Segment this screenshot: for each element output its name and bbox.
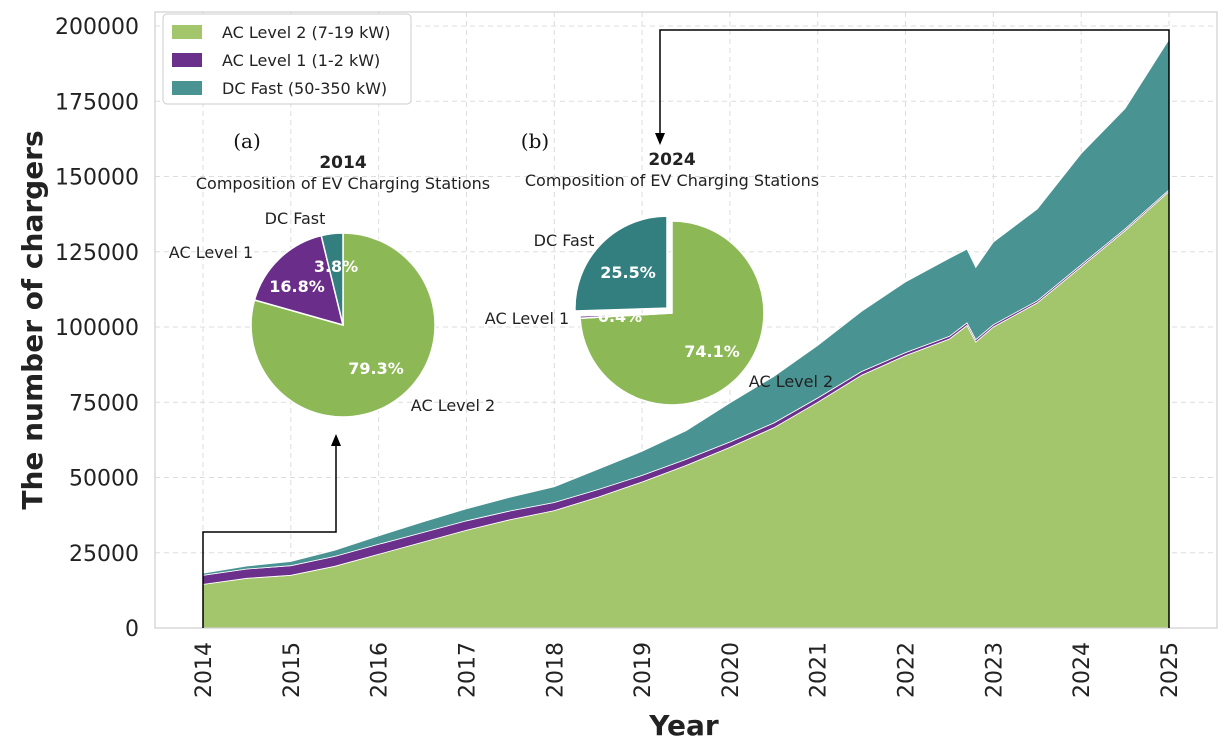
pie-2024-slice-ac-level-2 — [579, 220, 765, 406]
legend-swatch-ac-level-1 — [172, 53, 202, 67]
y-tick-label: 150000 — [55, 166, 139, 191]
pie-2014-pct-dc-fast: 3.8% — [314, 257, 358, 276]
annotation-arrows — [202, 29, 1170, 628]
x-tick-label: 2016 — [368, 642, 393, 698]
pie-2014-label-dc-fast: DC Fast — [265, 209, 326, 228]
arrow-line-2014 — [202, 444, 337, 628]
x-tick-label: 2015 — [280, 642, 305, 698]
pie-2014-pct-ac-level-1: 16.8% — [269, 277, 325, 296]
legend-label-ac-level-1: AC Level 1 (1-2 kW) — [222, 51, 380, 70]
pie-2014-slice-dc-fast — [320, 232, 344, 326]
pie-2014-subtitle: Composition of EV Charging Stations — [196, 174, 490, 193]
pie-2014-title: 2014 — [319, 153, 366, 173]
legend-swatch-ac-level-2 — [172, 25, 202, 39]
pie-2024-label-ac-level-1: AC Level 1 — [485, 309, 569, 328]
x-tick-label: 2014 — [192, 642, 217, 698]
legend-box — [162, 13, 412, 105]
y-tick-label: 175000 — [55, 90, 139, 115]
x-tick-label: 2024 — [1070, 642, 1095, 698]
legend-label-dc-fast: DC Fast (50-350 kW) — [222, 79, 387, 98]
x-tick-label: 2017 — [455, 642, 480, 698]
legend-swatch-dc-fast — [172, 81, 202, 95]
arrow-head-2014 — [331, 434, 341, 446]
x-tick-label: 2021 — [807, 642, 832, 698]
pie-2024-pct-ac-level-2: 74.1% — [684, 342, 740, 361]
y-axis-title: The number of chargers — [16, 130, 49, 509]
x-tick-label: 2022 — [895, 642, 920, 698]
pie-2024-slice-dc-fast — [574, 215, 668, 312]
pie-2014-label-ac-level-1: AC Level 1 — [169, 243, 253, 262]
pie-2024-pct-dc-fast: 25.5% — [600, 263, 656, 282]
y-tick-label: 125000 — [55, 241, 139, 266]
legend-label-ac-level-2: AC Level 2 (7-19 kW) — [222, 23, 390, 42]
legend: AC Level 2 (7-19 kW) AC Level 1 (1-2 kW)… — [162, 13, 412, 105]
pie-2024: (b) 2024 Composition of EV Charging Stat… — [485, 129, 833, 406]
axes-frame — [154, 11, 1218, 629]
y-tick-label: 0 — [125, 617, 139, 642]
pie-2024-panel-label: (b) — [521, 129, 549, 153]
x-tick-label: 2019 — [631, 642, 656, 698]
pie-2014: (a) 2014 Composition of EV Charging Stat… — [169, 129, 495, 418]
x-tick-label: 2018 — [543, 642, 568, 698]
x-tick-labels: 2014 2015 2016 2017 2018 2019 2020 2021 2022 2023… — [192, 642, 1183, 698]
x-tick-label: 2025 — [1158, 642, 1183, 698]
arrow-line-2024 — [659, 29, 1170, 628]
plot-frame — [154, 11, 1218, 629]
arrow-head-2024 — [655, 133, 665, 145]
pie-2024-label-ac-level-2: AC Level 2 — [749, 372, 833, 391]
y-tick-label: 50000 — [69, 467, 139, 492]
pie-2024-title: 2024 — [648, 150, 695, 170]
pie-2024-label-dc-fast: DC Fast — [534, 231, 595, 250]
y-tick-label: 25000 — [69, 542, 139, 567]
y-tick-labels: 0 25000 50000 75000 100000 125000 150000 175000… — [55, 15, 139, 642]
x-tick-label: 2023 — [982, 642, 1007, 698]
y-tick-label: 100000 — [55, 316, 139, 341]
pie-2014-slice-ac-level-1 — [253, 234, 345, 327]
pie-2014-label-ac-level-2: AC Level 2 — [411, 396, 495, 415]
y-tick-label: 200000 — [55, 15, 139, 40]
x-tick-label: 2020 — [719, 642, 744, 698]
x-axis-title: Year — [648, 709, 719, 742]
pie-2014-pct-ac-level-2: 79.3% — [348, 359, 404, 378]
pie-2014-panel-label: (a) — [233, 129, 261, 153]
pie-2024-slice-ac-level-1 — [579, 312, 673, 319]
pie-2024-pct-ac-level-1: 0.4% — [598, 307, 642, 326]
y-tick-label: 75000 — [69, 391, 139, 416]
pie-2024-subtitle: Composition of EV Charging Stations — [525, 171, 819, 190]
